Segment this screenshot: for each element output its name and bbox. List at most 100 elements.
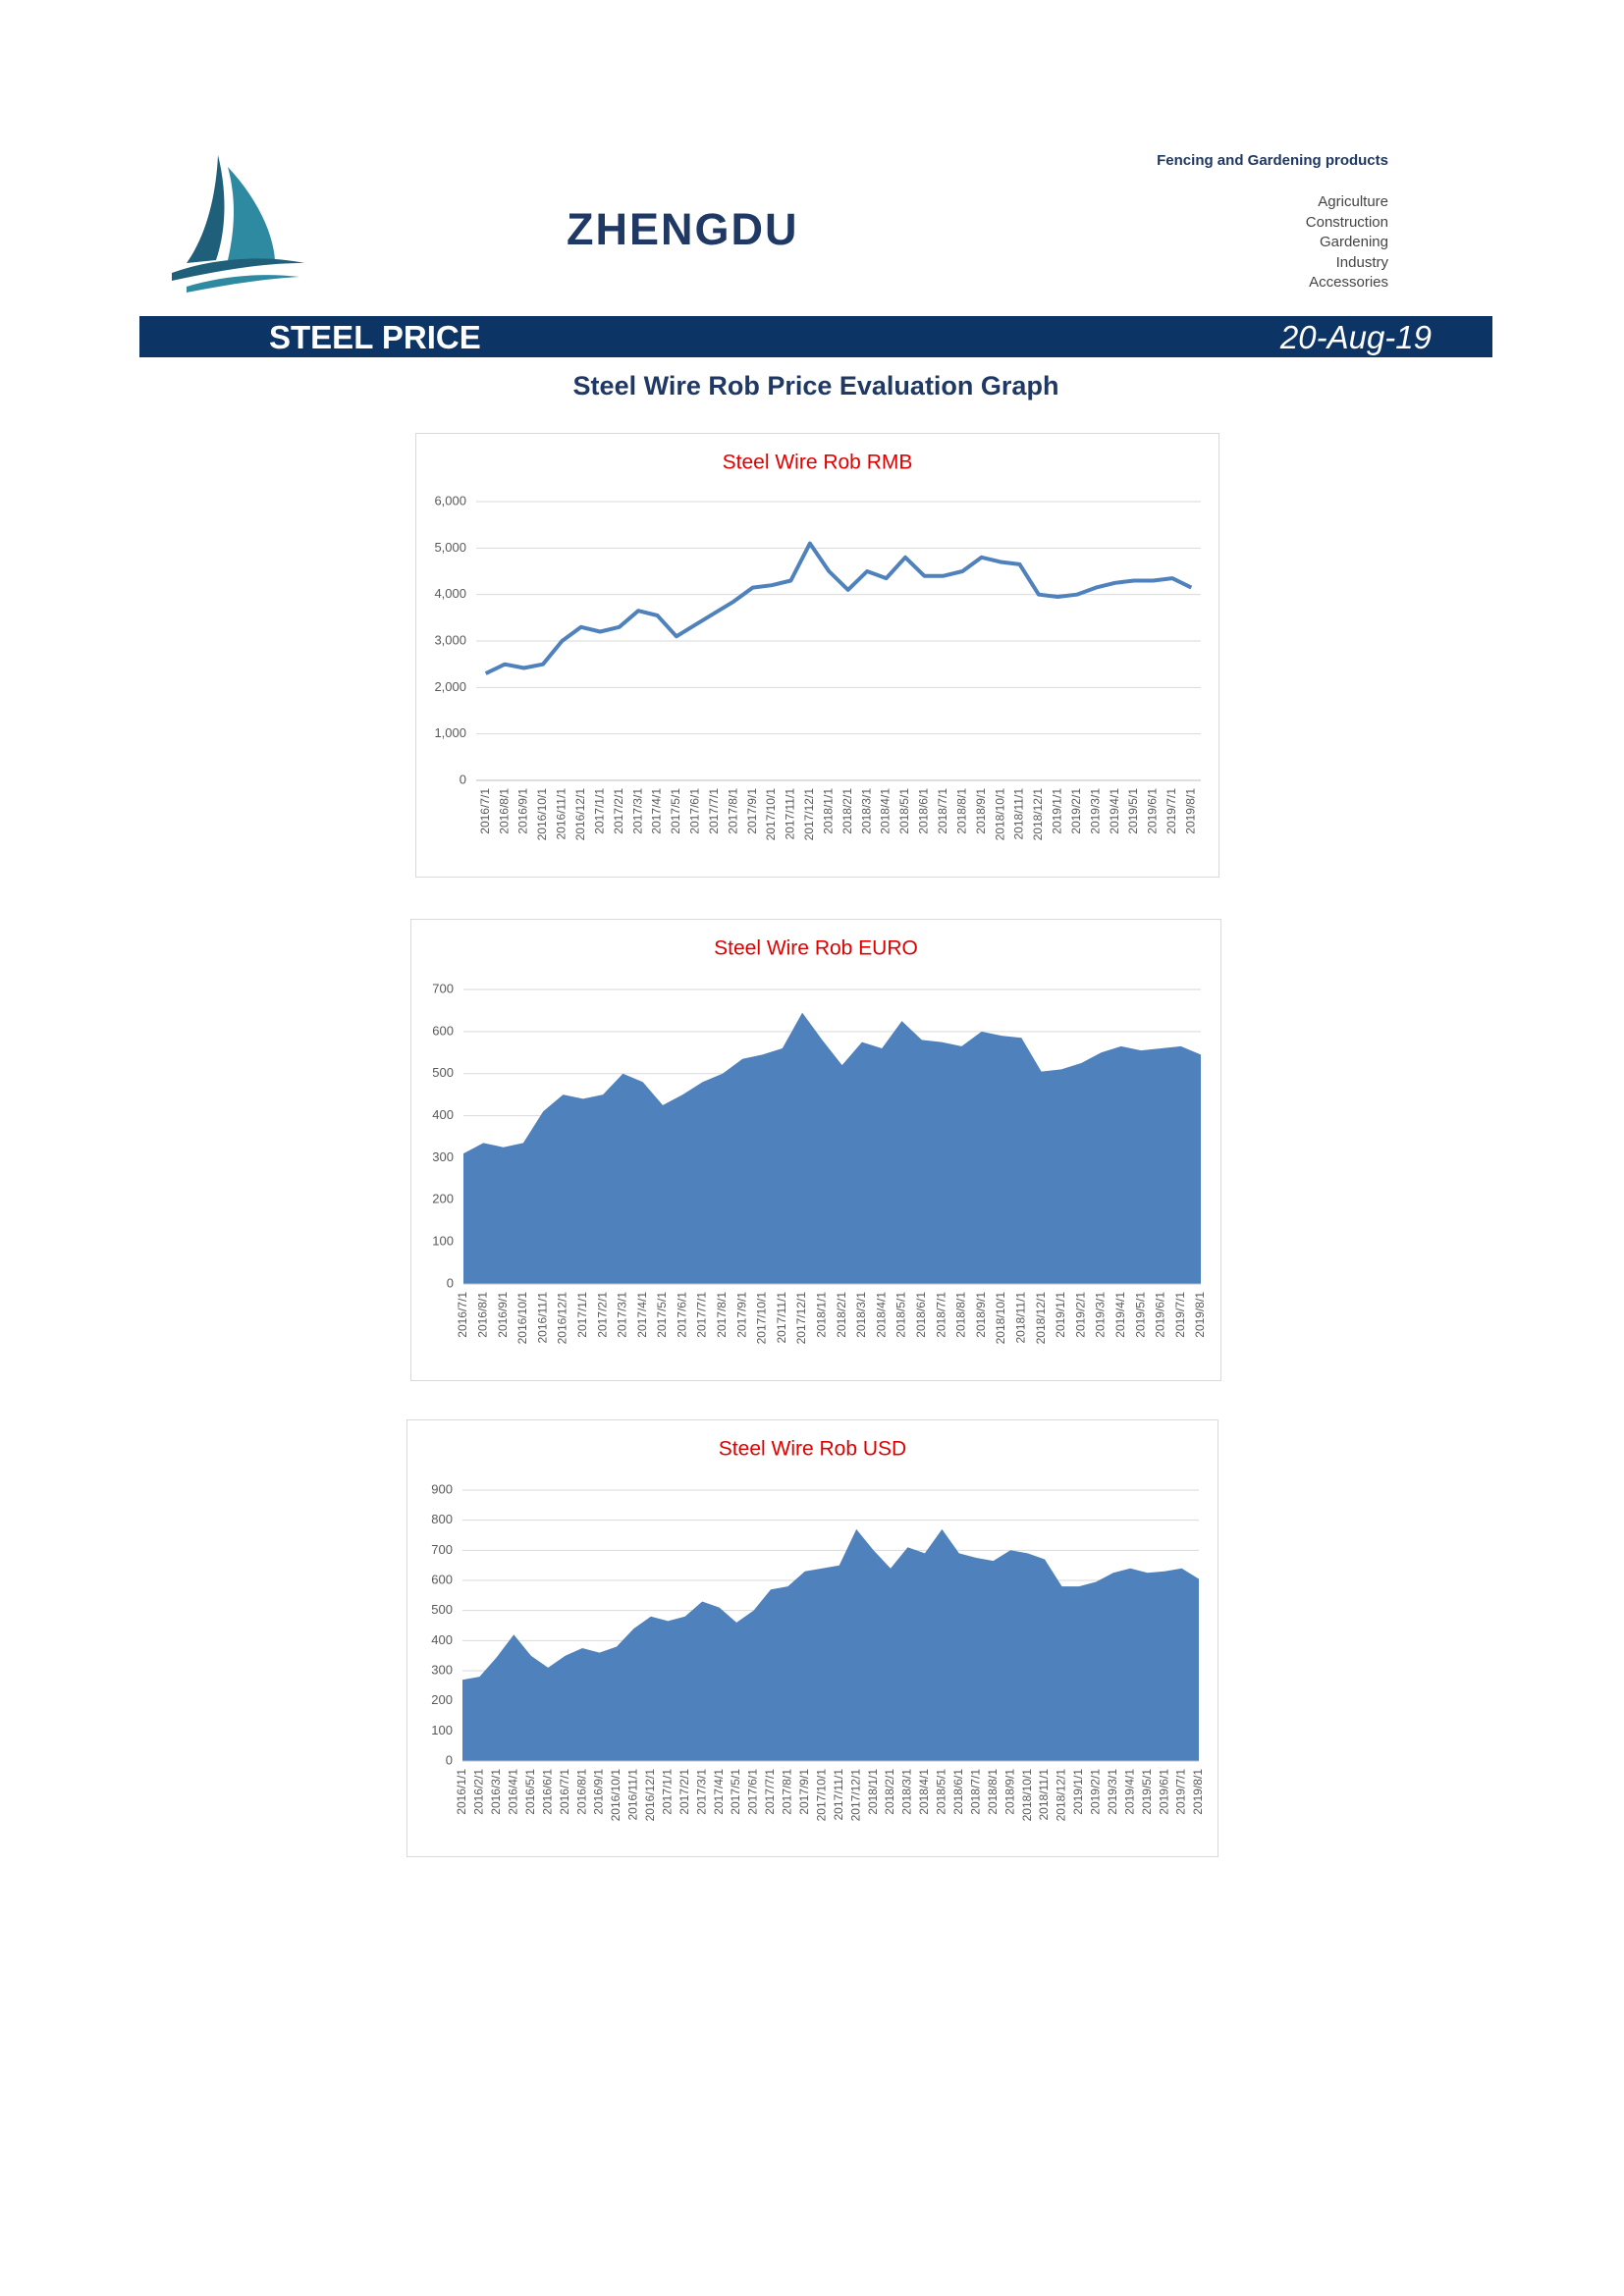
x-tick-label: 2017/4/1 (712, 1769, 726, 1815)
x-tick-label: 2018/6/1 (914, 1292, 928, 1338)
x-tick-label: 2017/4/1 (650, 788, 664, 834)
x-tick-label: 2017/1/1 (592, 788, 606, 834)
x-tick-label: 2017/1/1 (660, 1769, 674, 1815)
x-tick-label: 2018/10/1 (994, 1292, 1007, 1345)
x-tick-label: 2017/11/1 (832, 1769, 845, 1821)
x-tick-label: 2019/8/1 (1191, 1769, 1205, 1815)
x-tick-label: 2019/8/1 (1183, 788, 1197, 834)
chart: Steel Wire Rob RMB 0 1,000 2,000 3,000 4,000 5… (415, 433, 1219, 878)
x-tick-label: 2017/6/1 (688, 788, 702, 834)
tagline: Fencing and Gardening products (1157, 152, 1388, 169)
x-tick-label: 2018/1/1 (821, 788, 835, 834)
chart: Steel Wire Rob EURO 0 100 200 300 400 500 600 70… (410, 919, 1221, 1381)
x-tick-label: 2017/11/1 (775, 1292, 788, 1344)
x-tick-label: 2017/12/1 (802, 788, 816, 841)
y-tick-label: 700 (432, 981, 454, 995)
x-tick-label: 2017/9/1 (797, 1769, 811, 1815)
sector: Accessories (1309, 274, 1388, 292)
chart-title: Steel Wire Rob USD (719, 1438, 906, 1461)
banner-title: STEEL PRICE (269, 319, 481, 355)
x-tick-label: 2016/7/1 (456, 1292, 469, 1338)
x-tick-label: 2019/4/1 (1108, 788, 1121, 834)
x-tick-label: 2017/3/1 (630, 788, 644, 834)
x-tick-label: 2018/2/1 (840, 788, 854, 834)
x-tick-label: 2016/9/1 (592, 1769, 606, 1815)
x-tick-label: 2018/12/1 (1034, 1292, 1048, 1345)
sector: Agriculture (1318, 193, 1388, 210)
x-tick-label: 2019/1/1 (1071, 1769, 1085, 1815)
x-tick-label: 2018/11/1 (1037, 1769, 1051, 1821)
x-tick-label: 2018/3/1 (859, 788, 873, 834)
x-tick-label: 2017/8/1 (715, 1292, 729, 1338)
x-tick-label: 2017/6/1 (675, 1292, 688, 1338)
x-tick-label: 2017/2/1 (595, 1292, 609, 1338)
x-tick-label: 2018/10/1 (1020, 1769, 1034, 1822)
x-tick-label: 2019/5/1 (1140, 1769, 1154, 1815)
x-tick-label: 2018/10/1 (993, 788, 1006, 841)
x-tick-label: 2016/9/1 (496, 1292, 510, 1338)
x-tick-label: 2016/9/1 (516, 788, 530, 834)
x-tick-label: 2017/2/1 (612, 788, 625, 834)
x-tick-label: 2016/7/1 (478, 788, 492, 834)
x-tick-label: 2018/7/1 (968, 1769, 982, 1815)
x-tick-label: 2017/5/1 (669, 788, 682, 834)
x-tick-label: 2018/3/1 (900, 1769, 914, 1815)
wave (172, 258, 304, 281)
x-tick-label: 2017/12/1 (848, 1769, 862, 1822)
x-tick-label: 2016/12/1 (556, 1292, 569, 1345)
x-tick-label: 2017/10/1 (764, 788, 778, 841)
x-tick-label: 2018/2/1 (883, 1769, 896, 1815)
x-tick-label: 2018/7/1 (934, 1292, 947, 1338)
x-tick-label: 2018/4/1 (874, 1292, 888, 1338)
x-tick-label: 2016/2/1 (472, 1769, 486, 1815)
x-tick-label: 2017/10/1 (755, 1292, 769, 1345)
x-tick-label: 2017/9/1 (734, 1292, 748, 1338)
y-tick-label: 0 (447, 1275, 454, 1290)
x-tick-label: 2016/8/1 (497, 788, 511, 834)
y-tick-label: 900 (431, 1481, 453, 1496)
y-tick-label: 100 (431, 1723, 453, 1737)
x-tick-label: 2018/5/1 (935, 1769, 948, 1815)
x-tick-label: 2018/8/1 (986, 1769, 1000, 1815)
sail (228, 167, 275, 260)
x-tick-label: 2019/6/1 (1157, 1769, 1170, 1815)
y-tick-label: 200 (431, 1692, 453, 1707)
x-tick-label: 2018/1/1 (815, 1292, 829, 1338)
x-tick-label: 2016/10/1 (609, 1769, 623, 1822)
x-tick-label: 2017/11/1 (784, 788, 797, 840)
x-tick-label: 2018/8/1 (954, 788, 968, 834)
y-tick-label: 200 (432, 1192, 454, 1206)
area (462, 1528, 1199, 1761)
y-tick-label: 300 (432, 1149, 454, 1164)
x-tick-label: 2016/8/1 (475, 1292, 489, 1338)
chart-title: Steel Wire Rob EURO (714, 937, 918, 960)
x-tick-label: 2017/10/1 (814, 1769, 828, 1822)
x-tick-label: 2018/6/1 (917, 788, 931, 834)
sail (187, 155, 225, 263)
x-tick-label: 2016/5/1 (523, 1769, 537, 1815)
x-tick-label: 2018/8/1 (954, 1292, 968, 1338)
subtitle: Steel Wire Rob Price Evaluation Graph (572, 371, 1059, 400)
x-tick-label: 2018/11/1 (1013, 1292, 1027, 1344)
x-tick-label: 2017/3/1 (616, 1292, 629, 1338)
logo (172, 155, 304, 293)
chart: Steel Wire Rob USD 0 100 200 300 400 500 600 700… (406, 1419, 1218, 1857)
x-tick-label: 2017/7/1 (707, 788, 721, 834)
x-tick-label: 2019/1/1 (1054, 1292, 1067, 1338)
x-tick-label: 2019/2/1 (1069, 788, 1083, 834)
sector: Industry (1335, 253, 1388, 271)
x-tick-label: 2018/5/1 (897, 788, 911, 834)
x-tick-label: 2018/12/1 (1031, 788, 1045, 841)
x-tick-label: 2017/4/1 (635, 1292, 649, 1338)
x-tick-label: 2017/6/1 (746, 1769, 760, 1815)
y-tick-label: 600 (432, 1023, 454, 1038)
x-tick-label: 2018/5/1 (894, 1292, 908, 1338)
x-tick-label: 2017/8/1 (781, 1769, 794, 1815)
x-tick-label: 2018/2/1 (835, 1292, 848, 1338)
x-tick-label: 2018/1/1 (866, 1769, 880, 1815)
x-tick-label: 2019/4/1 (1113, 1292, 1127, 1338)
banner-date: 20-Aug-19 (1279, 319, 1432, 355)
x-tick-label: 2017/1/1 (575, 1292, 589, 1338)
x-tick-label: 2016/8/1 (574, 1769, 588, 1815)
